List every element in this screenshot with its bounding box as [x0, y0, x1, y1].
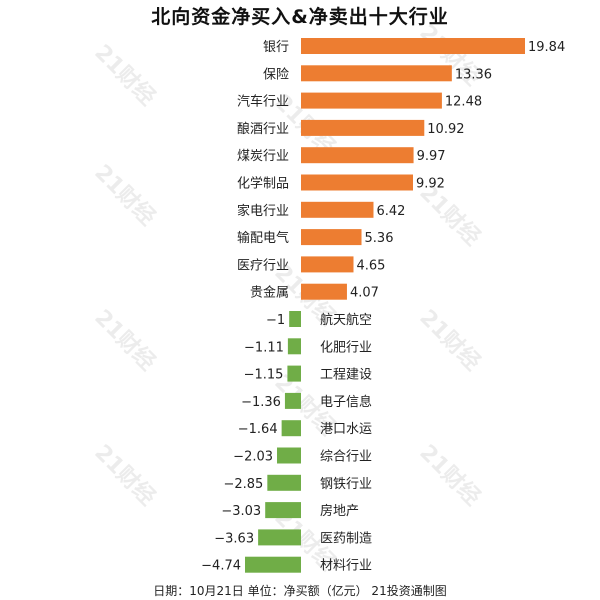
bar-1: [301, 65, 452, 82]
chart-title: 北向资金净买入&净卖出十大行业: [151, 6, 449, 28]
watermark-text: 21财经: [414, 304, 485, 375]
watermark-text: 21财经: [414, 439, 485, 510]
value-label: 4.07: [350, 286, 379, 301]
bar-3: [301, 119, 425, 136]
bar-5: [301, 174, 413, 191]
category-label: 医疗行业: [237, 258, 289, 273]
bar-14: [281, 420, 301, 437]
value-label: 9.92: [416, 177, 445, 192]
bar-18: [258, 529, 301, 546]
bar-10: [289, 311, 301, 327]
value-label: −1.15: [244, 368, 284, 383]
chart-footer: 日期：10月21日 单位：净买额（亿元） 21投资通制图: [153, 584, 447, 598]
category-label: 汽车行业: [237, 94, 289, 110]
value-label: −2.85: [223, 477, 263, 492]
bar-16: [267, 474, 301, 491]
bar-0: [301, 38, 525, 54]
value-label: −1.11: [244, 340, 284, 355]
labels-group: 银行 19.84 保险 13.36 汽车行业 12.48 酿酒行业 10.92 煤炭行业 9.97…: [201, 40, 565, 574]
value-label: −4.74: [201, 559, 241, 574]
category-label: 医药制造: [320, 531, 372, 546]
category-label: 化肥行业: [320, 340, 372, 355]
category-label: 房地产: [320, 503, 359, 519]
category-label: 电子信息: [320, 394, 372, 410]
category-label: 银行: [263, 40, 289, 55]
category-label: 贵金属: [250, 285, 289, 301]
value-label: −3.63: [214, 531, 254, 546]
value-label: −1.36: [241, 395, 281, 410]
watermark-text: 21财经: [89, 39, 160, 110]
value-label: 6.42: [376, 204, 405, 219]
value-label: 9.97: [417, 149, 446, 164]
bar-7: [301, 229, 362, 246]
category-label: 酿酒行业: [237, 121, 289, 137]
category-label: 输配电气: [237, 230, 289, 246]
value-label: 5.36: [365, 231, 394, 246]
bar-19: [245, 556, 301, 573]
category-label: 家电行业: [237, 203, 289, 219]
category-label: 工程建设: [320, 368, 372, 383]
value-label: 4.65: [357, 258, 386, 273]
value-label: −2.03: [233, 450, 273, 465]
category-label: 材料行业: [320, 559, 372, 574]
bar-17: [265, 502, 301, 519]
value-label: 19.84: [528, 40, 565, 55]
value-label: 13.36: [455, 67, 492, 82]
bar-11: [287, 338, 301, 355]
bar-6: [301, 201, 374, 218]
value-label: 12.48: [445, 95, 482, 110]
watermark-text: 21财经: [89, 439, 160, 510]
watermark-text: 21财经: [89, 159, 160, 230]
category-label: 综合行业: [320, 450, 372, 465]
bar-9: [301, 283, 347, 300]
value-label: −3.03: [221, 504, 261, 519]
bar-15: [277, 447, 301, 464]
category-label: 港口水运: [320, 422, 372, 437]
bar-13: [284, 392, 301, 409]
bar-12: [287, 365, 301, 382]
bar-8: [301, 256, 354, 273]
category-label: 化学制品: [237, 176, 289, 192]
value-label: 10.92: [427, 122, 464, 137]
bars-group: [245, 38, 525, 573]
value-label: −1.64: [238, 422, 278, 437]
category-label: 航天航空: [320, 312, 372, 328]
watermark-text: 21财经: [89, 304, 160, 375]
bar-4: [301, 147, 414, 164]
value-label: −1: [266, 313, 285, 328]
bar-2: [301, 92, 442, 109]
category-label: 保险: [263, 67, 289, 82]
category-label: 煤炭行业: [237, 149, 289, 164]
category-label: 钢铁行业: [320, 477, 372, 492]
